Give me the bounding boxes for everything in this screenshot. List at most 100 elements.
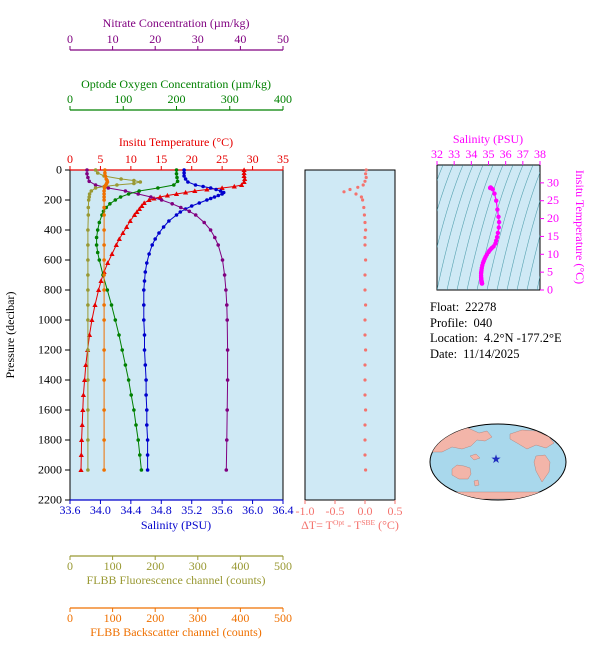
tick-label: 300 (221, 92, 239, 106)
series-ts (478, 185, 502, 286)
float-label: Float: (430, 300, 460, 314)
float-info: Float: 22278 Profile: 040 Location: 4.2°N -… (430, 300, 562, 362)
landmass (509, 429, 555, 450)
float-location-star-icon: ★ (491, 452, 502, 466)
tick-label: 20 (186, 152, 198, 166)
tick-label: 400 (231, 611, 249, 625)
tick-label: 30 (547, 175, 559, 189)
tick-label: 36 (500, 147, 512, 161)
tick-label: 0 (67, 152, 73, 166)
tick-label: 34.8 (151, 503, 172, 517)
date-label: Date: (430, 346, 458, 361)
tick-label: 0.0 (358, 504, 373, 518)
backscatter-axis-title: FLBB Backscatter channel (counts) (90, 625, 262, 639)
landmass (473, 479, 480, 487)
float-info-row: Location: 4.2°N -177.2°E (430, 331, 562, 347)
axis-backscatter: 0 100 200 300 400 500 (67, 607, 292, 625)
series-temperature (78, 167, 248, 472)
tick-label: 5 (547, 265, 553, 279)
tick-label: 30 (247, 152, 259, 166)
series-salinity (142, 168, 226, 472)
tick-label: 300 (189, 611, 207, 625)
delta-label-sup-sbe: SBE (361, 518, 375, 527)
tick-label: 1600 (38, 403, 62, 417)
tick-label: 30 (192, 32, 204, 46)
tick-label: 300 (189, 559, 207, 573)
date-value: 11/14/2025 (463, 346, 520, 361)
tick-label: 33.6 (60, 503, 81, 517)
tick-label: 0 (67, 611, 73, 625)
delta-t-axis-label: ΔT= TOpt - TSBE (°C) (301, 518, 399, 532)
tick-label: 10 (547, 247, 559, 261)
tick-label: 36.4 (273, 503, 294, 517)
delta-label-sup-opt: Opt (333, 518, 345, 527)
tick-label: 400 (231, 559, 249, 573)
ts-temperature-axis-title: Insitu Temperature (°C) (573, 170, 587, 284)
continents (430, 427, 555, 500)
profile-label: Profile: (430, 315, 468, 330)
tick-label: 35.2 (181, 503, 202, 517)
float-info-row: Date: 11/14/2025 (430, 347, 562, 363)
generated-plot-layers: 0200400600800100012001400160018002000220… (38, 32, 567, 625)
tick-label: 600 (44, 253, 62, 267)
location-value: 4.2°N -177.2°E (483, 331, 562, 345)
tick-label: 200 (44, 193, 62, 207)
ts-plot-area (436, 164, 541, 291)
tick-label: 35.6 (212, 503, 233, 517)
oxygen-axis-title: Optode Oxygen Concentration (µm/kg) (81, 77, 271, 91)
tick-label: 10 (125, 152, 137, 166)
delta-label-part: (°C) (375, 518, 399, 532)
axis-nitrate: 0 10 20 30 40 50 (67, 32, 289, 51)
tick-label: 40 (234, 32, 246, 46)
tick-label: 200 (146, 611, 164, 625)
tick-label: 200 (146, 559, 164, 573)
tick-label: -0.5 (326, 504, 345, 518)
ts-axes: 32 33 34 35 36 37 38 0 5 10 15 20 25 30 (431, 147, 559, 297)
tick-label: 25 (216, 152, 228, 166)
axis-temperature: 0 5 10 15 20 25 30 35 (67, 152, 289, 171)
tick-label: 2200 (38, 493, 62, 507)
delta-plot-area (304, 169, 396, 501)
tick-label: 1800 (38, 433, 62, 447)
tick-label: 200 (168, 92, 186, 106)
delta-label-part: ΔT= T (301, 518, 334, 532)
tick-label: 10 (107, 32, 119, 46)
tick-label: 32 (431, 147, 443, 161)
tick-label: 20 (547, 211, 559, 225)
tick-label: 500 (274, 559, 292, 573)
axis-fluorescence: 0 100 200 300 400 500 (67, 555, 292, 573)
tick-label: 25 (547, 193, 559, 207)
tick-label: 100 (104, 559, 122, 573)
tick-label: 34.4 (120, 503, 141, 517)
pressure-axis: 0 200 400 600 800 1000 1200 1400 1600 1800 2000 220… (38, 163, 70, 507)
tick-label: 0 (547, 283, 553, 297)
tick-label: 500 (274, 611, 292, 625)
main-plot-area (70, 170, 283, 500)
tick-label: 20 (149, 32, 161, 46)
world-map (429, 423, 567, 501)
ts-salinity-axis-title: Salinity (PSU) (453, 132, 523, 146)
float-value: 22278 (465, 300, 497, 314)
tick-label: 34 (465, 147, 477, 161)
tick-label: 2000 (38, 463, 62, 477)
series-oxygen (94, 168, 180, 472)
series-delta-t (342, 168, 368, 472)
tick-label: 400 (274, 92, 292, 106)
nitrate-axis-title: Nitrate Concentration (µm/kg) (103, 16, 250, 30)
profile-value: 040 (473, 315, 493, 330)
tick-label: 33 (448, 147, 460, 161)
tick-label: 0.5 (388, 504, 403, 518)
landmass (469, 453, 481, 461)
pressure-axis-title: Pressure (decibar) (3, 292, 17, 379)
tick-label: 34.0 (90, 503, 111, 517)
float-info-row: Float: 22278 (430, 300, 562, 316)
series-backscatter (102, 168, 110, 472)
tick-label: 36.0 (242, 503, 263, 517)
float-info-row: Profile: 040 (430, 316, 562, 332)
tick-label: 0 (56, 163, 62, 177)
tick-label: 5 (97, 152, 103, 166)
tick-label: 400 (44, 223, 62, 237)
tick-label: 100 (114, 92, 132, 106)
